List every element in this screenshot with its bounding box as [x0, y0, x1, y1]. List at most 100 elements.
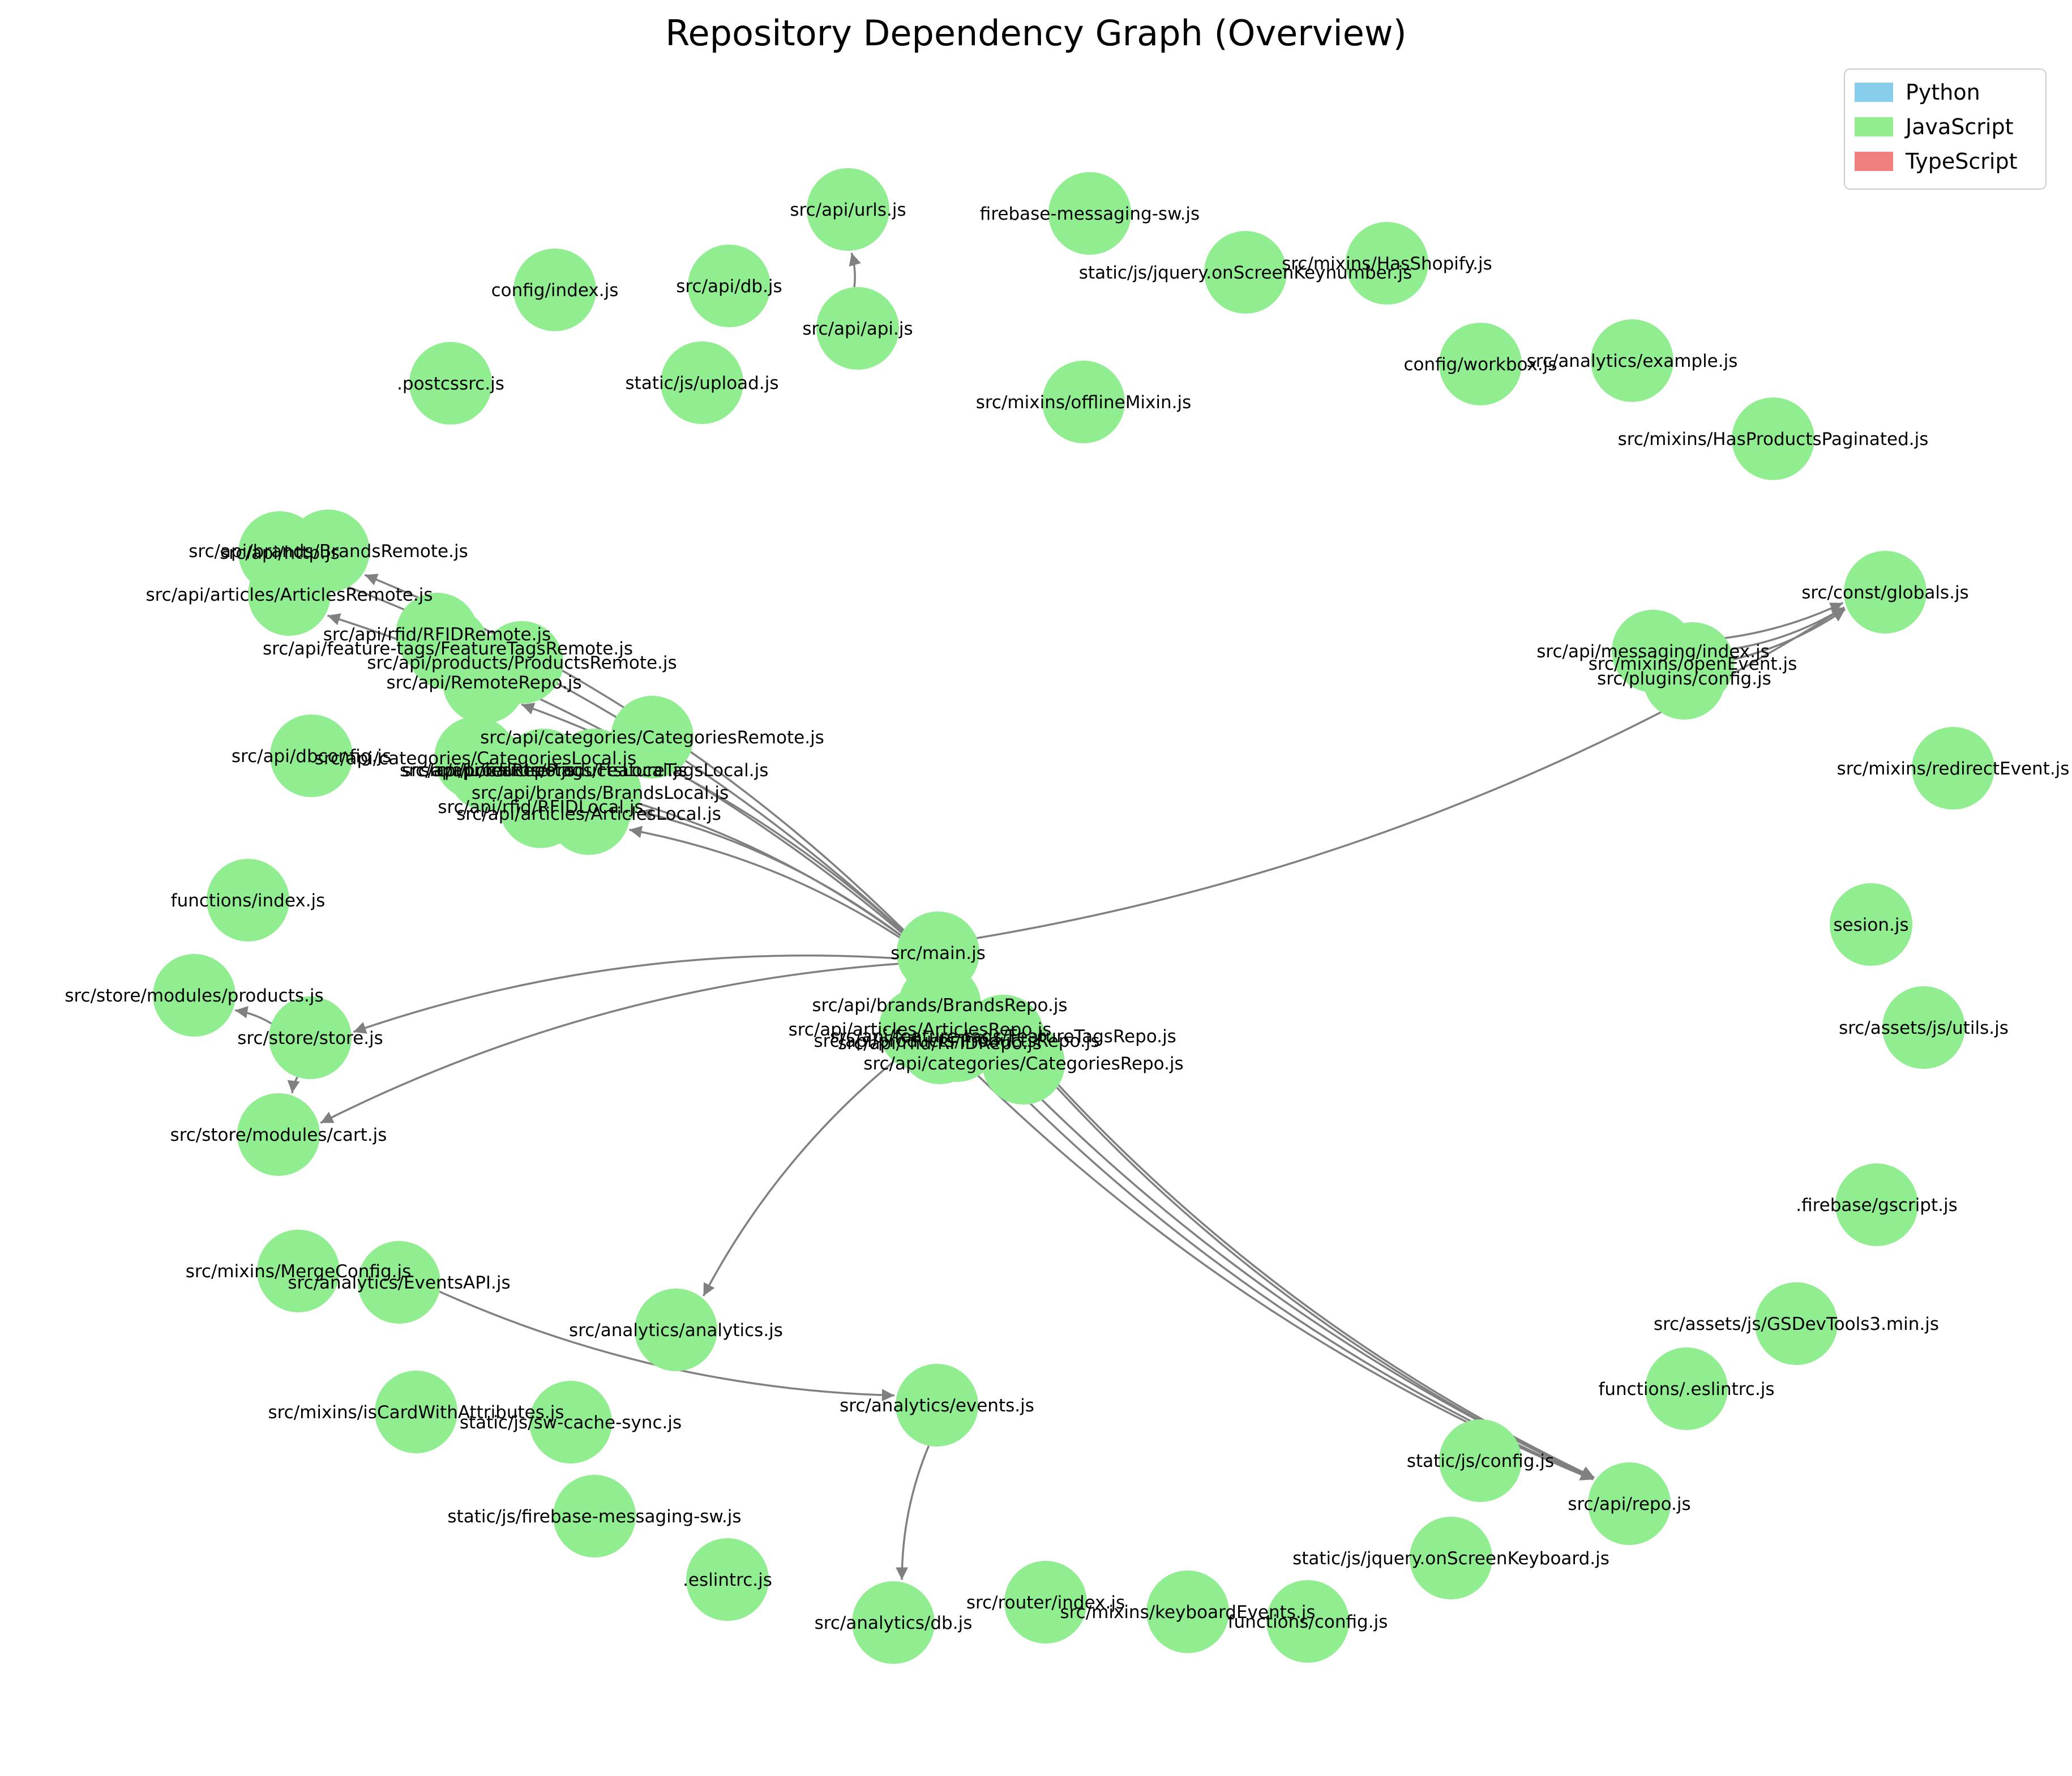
node-eslintrc-js: [686, 1538, 769, 1621]
node-label-firebase-gscript-js: .firebase/gscript.js: [1796, 1195, 1958, 1216]
node-static-js-config-js: [1439, 1419, 1522, 1502]
node-label-src-api-products-productslocal-js: src/api/products/ProductsLocal.js: [400, 760, 687, 781]
node-label-src-mixins-iscardwithattributes-js: src/mixins/isCardWithAttributes.js: [268, 1402, 564, 1423]
node-label-src-analytics-example-js: src/analytics/example.js: [1527, 351, 1738, 371]
node-label-src-router-index-js: src/router/index.js: [966, 1593, 1125, 1613]
node-label-src-mixins-redirectevent-js: src/mixins/redirectEvent.js: [1837, 759, 2070, 779]
node-label-src-analytics-events-js: src/analytics/events.js: [840, 1396, 1034, 1416]
node-src-api-categories-categoriesrepo-js: [982, 1022, 1065, 1105]
legend-label-javascript: JavaScript: [1904, 114, 2013, 139]
node-label-src-api-brands-brandsremote-js: src/api/brands/BrandsRemote.js: [189, 541, 468, 562]
node-label-functions-index-js: functions/index.js: [171, 891, 326, 911]
node-label-src-plugins-config-js: src/plugins/config.js: [1597, 669, 1771, 689]
node-label-src-store-modules-cart-js: src/store/modules/cart.js: [170, 1125, 387, 1145]
node-label-src-api-brands-brandsrepo-js: src/api/brands/BrandsRepo.js: [812, 995, 1067, 1016]
node-label-config-workbox-js: config/workbox.js: [1404, 354, 1557, 375]
edge-src-api-articles-articlesrepo-js-to-src-analytics-analytics-js: [702, 1060, 895, 1297]
node-label-src-mixins-hasshopify-js: src/mixins/HasShopify.js: [1282, 254, 1492, 274]
node-label-src-api-articles-articlesrepo-js: src/api/articles/ArticlesRepo.js: [789, 1020, 1052, 1040]
node-src-api-urls-js: [807, 168, 889, 251]
edge-src-store-store-js-to-src-store-modules-cart-js: [287, 1076, 300, 1094]
node-label-src-api-remoterepo-js: src/api/RemoteRepo.js: [387, 673, 582, 693]
node-label-src-api-brands-brandslocal-js: src/api/brands/BrandsLocal.js: [472, 783, 729, 803]
node-label-src-api-feature-tags-featuretagsremote-js: src/api/feature-tags/FeatureTagsRemote.j…: [263, 639, 633, 659]
edge-src-analytics-events-js-to-src-analytics-db-js: [896, 1445, 930, 1580]
node-src-analytics-events-js: [896, 1364, 978, 1447]
node-label-src-api-dbconfig-js: src/api/dbconfig.js: [232, 746, 391, 767]
node-src-api-repo-js: [1588, 1462, 1671, 1545]
node-src-mixins-redirectevent-js: [1912, 727, 1994, 810]
node-label-src-api-http-js: src/api/http.js: [220, 543, 340, 563]
node-label-static-js-upload-js: static/js/upload.js: [626, 373, 779, 393]
node-src-const-globals-js: [1844, 551, 1927, 634]
node-label-sesion-js: sesion.js: [1833, 915, 1908, 935]
node-src-analytics-example-js: [1591, 319, 1673, 402]
node-src-store-store-js: [269, 996, 352, 1079]
node-src-api-products-productsrepo-js: [915, 999, 998, 1082]
edge-src-main-js-to-src-api-brands-brandslocal-js: [639, 808, 902, 936]
legend-swatch-python: [1855, 83, 1893, 102]
node-label-src-mixins-openevent-js: src/mixins/openEvent.js: [1589, 654, 1797, 674]
node-src-mixins-iscardwithattributes-js: [375, 1371, 457, 1453]
graph-title: Repository Dependency Graph (Overview): [665, 12, 1407, 54]
labels-layer: src/api/urls.js firebase-messaging-sw.js s…: [65, 200, 2069, 1633]
node-src-plugins-config-js: [1643, 637, 1726, 720]
node-label-src-api-categories-categorieslocal-js: src/api/categories/CategoriesLocal.js: [315, 748, 636, 769]
node-label-src-analytics-eventsapi-js: src/analytics/EventsAPI.js: [288, 1273, 510, 1293]
node-src-store-modules-cart-js: [237, 1093, 320, 1176]
node-label-src-api-feature-tags-featuretagslocal-js: src/api/feature-tags/FeatureTagsLocal.js: [421, 760, 769, 781]
edge-src-api-categories-categoriesrepo-js-to-src-api-repo-js: [1056, 1086, 1595, 1479]
node-label-src-api-rfid-rfidrepo-js: src/api/rfid/RFIDRepo.js: [838, 1033, 1042, 1054]
node-static-js-sw-cache-sync-js: [529, 1381, 612, 1463]
node-label-src-api-products-productsremote-js: src/api/products/ProductsRemote.js: [367, 653, 677, 673]
node-src-analytics-eventsapi-js: [358, 1241, 440, 1324]
edge-src-main-js-to-src-store-store-js: [353, 955, 897, 1034]
node-src-analytics-db-js: [852, 1581, 935, 1664]
node-src-api-api-js: [816, 287, 899, 370]
node-src-mixins-hasshopify-js: [1346, 222, 1428, 305]
node-label-functions-eslintrc-js: functions/.eslintrc.js: [1598, 1379, 1774, 1400]
node-src-mixins-offlinemixin-js: [1042, 361, 1125, 443]
node-label-src-api-rfid-rfidremote-js: src/api/rfid/RFIDRemote.js: [323, 624, 551, 645]
node-label-src-api-articles-articlesremote-js: src/api/articles/ArticlesRemote.js: [145, 585, 433, 605]
node-static-js-jquery-onscreenkeyboard-js: [1410, 1517, 1492, 1599]
node-label-src-analytics-analytics-js: src/analytics/analytics.js: [569, 1320, 783, 1341]
node-label-src-api-rfid-rfidlocal-js: src/api/rfid/RFIDLocal.js: [438, 797, 643, 818]
node-label-src-api-urls-js: src/api/urls.js: [790, 200, 906, 220]
node-label-src-api-feature-tags-featuretagsrepo-js: src/api/feature-tags/FeatureTagsRepo.js: [830, 1026, 1176, 1047]
node-src-api-dbconfig-js: [270, 714, 353, 797]
node-src-mixins-mergeconfig-js: [257, 1230, 340, 1312]
legend: Python JavaScript TypeScript: [1844, 69, 2047, 190]
node-label-static-js-config-js: static/js/config.js: [1407, 1451, 1554, 1471]
node-src-api-remoterepo-js: [443, 641, 525, 724]
edge-src-store-store-js-to-src-store-modules-products-js: [235, 1005, 272, 1025]
node-label-src-assets-js-gsdevtools3-min-js: src/assets/js/GSDevTools3.min.js: [1654, 1314, 1939, 1334]
node-functions-index-js: [207, 859, 289, 942]
edge-src-api-feature-tags-featuretagsrepo-js-to-src-api-repo-js: [1035, 1060, 1595, 1479]
node-label-src-api-repo-js: src/api/repo.js: [1568, 1494, 1690, 1514]
node-postcssrc-js: [409, 342, 492, 425]
node-src-api-db-js: [688, 245, 770, 327]
node-label-src-api-api-js: src/api/api.js: [802, 319, 913, 339]
node-functions-config-js: [1266, 1580, 1349, 1663]
node-src-assets-js-gsdevtools3-min-js: [1755, 1282, 1838, 1365]
node-label-src-api-messaging-index-js: src/api/messaging/index.js: [1536, 641, 1770, 662]
legend-label-python: Python: [1906, 80, 1980, 105]
node-label-static-js-jquery-onscreenkeynumber-js: static/js/jquery.onScreenKeynumber.js: [1079, 263, 1412, 283]
node-src-mixins-keyboardevents-js: [1146, 1570, 1229, 1653]
node-label-src-analytics-db-js: src/analytics/db.js: [815, 1613, 973, 1633]
node-label-src-mixins-keyboardevents-js: src/mixins/keyboardEvents.js: [1060, 1602, 1315, 1623]
node-label-src-api-products-productsrepo-js: src/api/products/ProductsRepo.js: [814, 1031, 1099, 1051]
node-firebase-messaging-sw-js: [1048, 172, 1131, 255]
edge-src-api-products-productsrepo-js-to-src-api-repo-js: [990, 1063, 1594, 1480]
node-static-js-firebase-messaging-sw-js: [553, 1475, 636, 1557]
node-label-static-js-jquery-onscreenkeyboard-js: static/js/jquery.onScreenKeyboard.js: [1292, 1548, 1609, 1569]
node-config-workbox-js: [1439, 323, 1522, 405]
node-static-js-upload-js: [661, 341, 743, 424]
nodes-layer: [153, 168, 1994, 1664]
node-src-api-articles-articlesremote-js: [248, 553, 331, 636]
node-label-src-store-store-js: src/store/store.js: [237, 1028, 383, 1049]
node-firebase-gscript-js: [1835, 1163, 1918, 1246]
edge-src-plugins-config-js-to-src-const-globals-js: [1722, 608, 1846, 664]
edge-src-main-js-to-src-api-remoterepo-js: [521, 703, 904, 932]
